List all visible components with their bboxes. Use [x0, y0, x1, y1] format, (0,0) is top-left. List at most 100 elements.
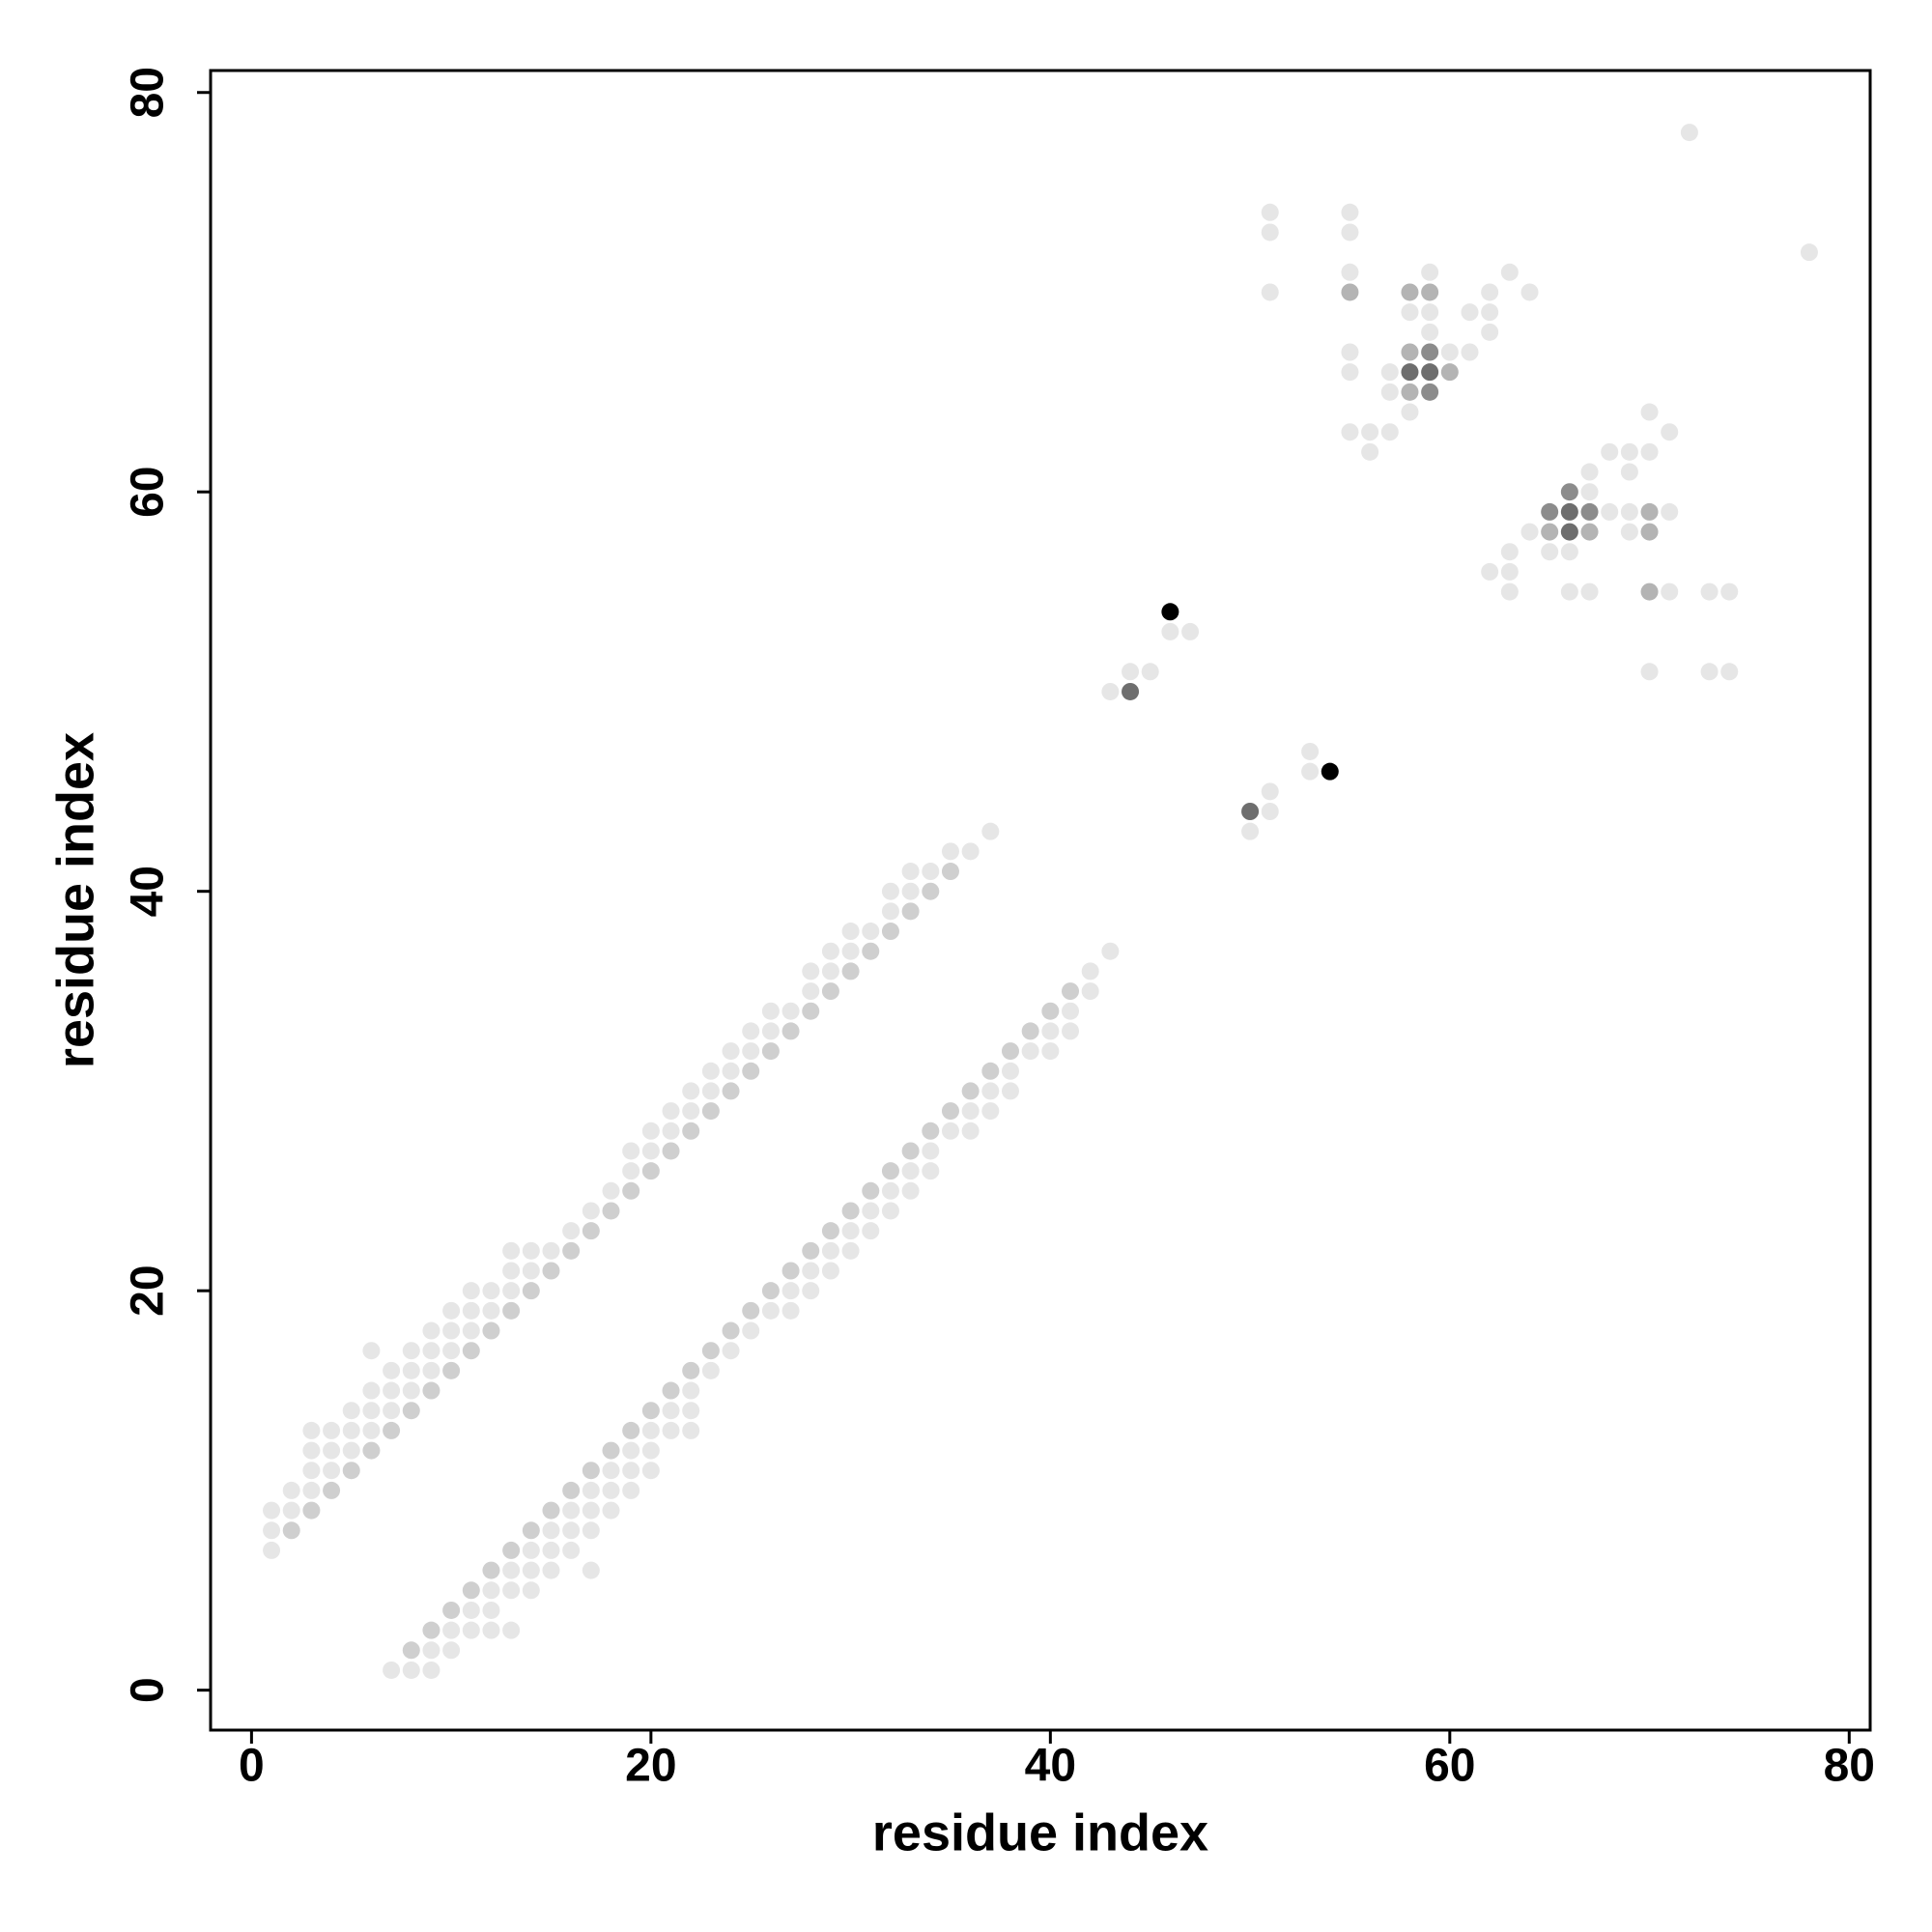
contact-point: [1700, 582, 1719, 601]
contact-point: [1601, 442, 1619, 461]
contact-point: [922, 1122, 940, 1140]
contact-point: [362, 1381, 381, 1400]
contact-point: [1560, 483, 1578, 501]
contact-point: [1500, 562, 1519, 581]
contact-point: [662, 1102, 680, 1121]
contact-point: [901, 882, 920, 900]
y-tick-label: 20: [123, 1264, 174, 1316]
y-tick-label: 0: [123, 1677, 174, 1703]
contact-point: [1401, 343, 1419, 361]
contact-point: [442, 1342, 461, 1360]
contact-point: [542, 1262, 560, 1280]
contact-point: [781, 1301, 800, 1320]
contact-point: [881, 882, 899, 900]
contact-point: [881, 902, 899, 921]
contact-point: [1720, 663, 1739, 681]
contact-point: [1640, 582, 1659, 601]
contact-point: [862, 1181, 880, 1200]
contact-point: [622, 1462, 640, 1480]
contact-point: [821, 1241, 839, 1260]
contact-point: [682, 1082, 700, 1100]
contact-point: [1421, 303, 1439, 322]
contact-point: [1341, 223, 1359, 242]
contact-point: [662, 1421, 680, 1439]
contact-point: [323, 1441, 341, 1460]
contact-point: [922, 1142, 940, 1160]
contact-point: [502, 1262, 521, 1280]
contact-point: [1380, 383, 1399, 401]
contact-point: [1301, 742, 1320, 760]
contact-point: [263, 1521, 281, 1540]
contact-point: [1500, 543, 1519, 561]
contact-point: [662, 1122, 680, 1140]
contact-point: [1401, 283, 1419, 301]
contact-point: [701, 1102, 720, 1121]
contact-point: [582, 1481, 600, 1499]
contact-point: [302, 1421, 321, 1439]
contact-point: [442, 1301, 461, 1320]
y-axis-title: residue index: [46, 732, 104, 1068]
contact-point: [1062, 1002, 1080, 1020]
contact-point: [901, 1142, 920, 1160]
contact-point: [1560, 502, 1578, 521]
contact-point: [542, 1561, 560, 1579]
contact-point: [1241, 803, 1260, 821]
contact-point: [1241, 822, 1260, 840]
contact-point: [542, 1241, 560, 1260]
contact-point: [742, 1042, 760, 1061]
contact-point: [1261, 803, 1279, 821]
contact-point: [1720, 582, 1739, 601]
contact-point: [302, 1462, 321, 1480]
contact-point: [482, 1621, 500, 1639]
contact-point: [821, 942, 839, 960]
contact-point: [742, 1022, 760, 1040]
contact-point: [821, 962, 839, 980]
contact-point: [1081, 982, 1099, 1001]
contact-point: [342, 1441, 360, 1460]
contact-point: [422, 1321, 440, 1340]
contact-point: [802, 982, 820, 1001]
contact-point: [742, 1321, 760, 1340]
contact-point: [841, 1241, 860, 1260]
contact-point: [383, 1421, 401, 1439]
contact-point: [462, 1301, 480, 1320]
contact-point: [602, 1462, 620, 1480]
contact-point: [502, 1301, 521, 1320]
contact-point: [622, 1421, 640, 1439]
contact-point: [1580, 523, 1599, 541]
contact-point: [562, 1241, 581, 1260]
contact-point: [961, 1122, 980, 1140]
contact-point: [562, 1222, 581, 1240]
contact-point: [442, 1641, 461, 1660]
contact-point: [781, 1262, 800, 1280]
contact-point: [1341, 423, 1359, 441]
contact-point: [981, 822, 1000, 840]
contact-point: [641, 1402, 660, 1420]
contact-point: [1580, 483, 1599, 501]
contact-point: [582, 1561, 600, 1579]
contact-point: [1580, 582, 1599, 601]
contact-point: [522, 1581, 540, 1600]
contact-point: [622, 1481, 640, 1499]
contact-point: [1520, 523, 1539, 541]
contact-point: [722, 1042, 740, 1061]
contact-point: [502, 1282, 521, 1300]
contact-point: [502, 1241, 521, 1260]
contact-point: [662, 1381, 680, 1400]
contact-point: [1141, 663, 1159, 681]
contact-point: [1440, 343, 1459, 361]
contact-point: [841, 1202, 860, 1220]
contact-point: [941, 842, 959, 861]
contact-point: [701, 1082, 720, 1100]
contact-point: [1101, 682, 1120, 700]
contact-point: [383, 1361, 401, 1379]
contact-point: [682, 1402, 700, 1420]
contact-point: [1001, 1062, 1019, 1080]
contact-point: [1421, 343, 1439, 361]
contact-point: [701, 1361, 720, 1379]
contact-point: [881, 923, 899, 941]
contact-point: [362, 1402, 381, 1420]
contact-point: [1261, 283, 1279, 301]
contact-point: [701, 1342, 720, 1360]
